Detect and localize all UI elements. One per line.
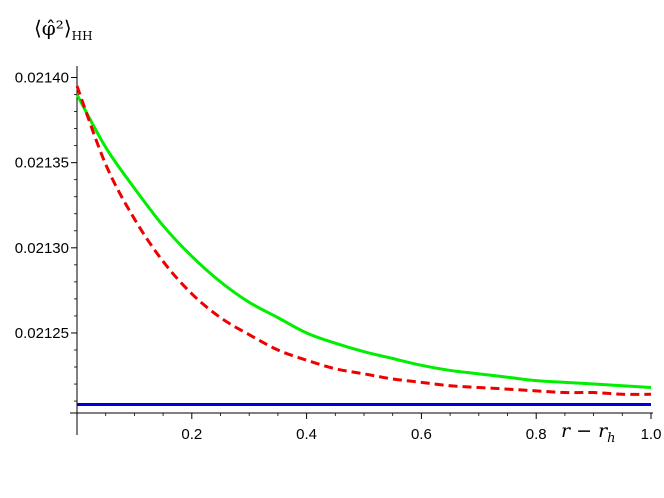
x-tick-label: 0.6 bbox=[411, 426, 432, 443]
y-axis-label-main: ⟨φ̂²⟩ bbox=[34, 16, 72, 40]
x-axis-label: r − rh bbox=[561, 420, 616, 446]
x-axis-label-main: r − r bbox=[561, 420, 609, 442]
y-tick-label: 0.02125 bbox=[15, 325, 69, 342]
x-axis-label-sub: h bbox=[607, 431, 615, 446]
series-line-green bbox=[75, 93, 652, 389]
svg-text:r − rh: r − rh bbox=[561, 420, 616, 446]
y-tick-label: 0.02135 bbox=[15, 155, 69, 172]
x-tick-label: 1.0 bbox=[641, 426, 662, 443]
series-group bbox=[75, 85, 652, 406]
y-tick-label: 0.02130 bbox=[15, 240, 69, 257]
y-tick-label: 0.02140 bbox=[15, 70, 69, 87]
axes bbox=[70, 66, 653, 435]
series-line-red-dashed bbox=[75, 85, 652, 396]
svg-text:⟨φ̂²⟩HH: ⟨φ̂²⟩HH bbox=[34, 16, 93, 43]
y-axis-label-sub: HH bbox=[72, 29, 93, 43]
x-tick-label: 0.2 bbox=[181, 426, 202, 443]
x-tick-label: 0.8 bbox=[526, 426, 547, 443]
x-tick-label: 0.4 bbox=[296, 426, 317, 443]
y-axis-label: ⟨φ̂²⟩HH bbox=[34, 16, 93, 43]
ticks: 0.2 0.4 0.6 0.8 1.0 0.02125 0.02130 0.02135 0.02… bbox=[15, 70, 662, 443]
